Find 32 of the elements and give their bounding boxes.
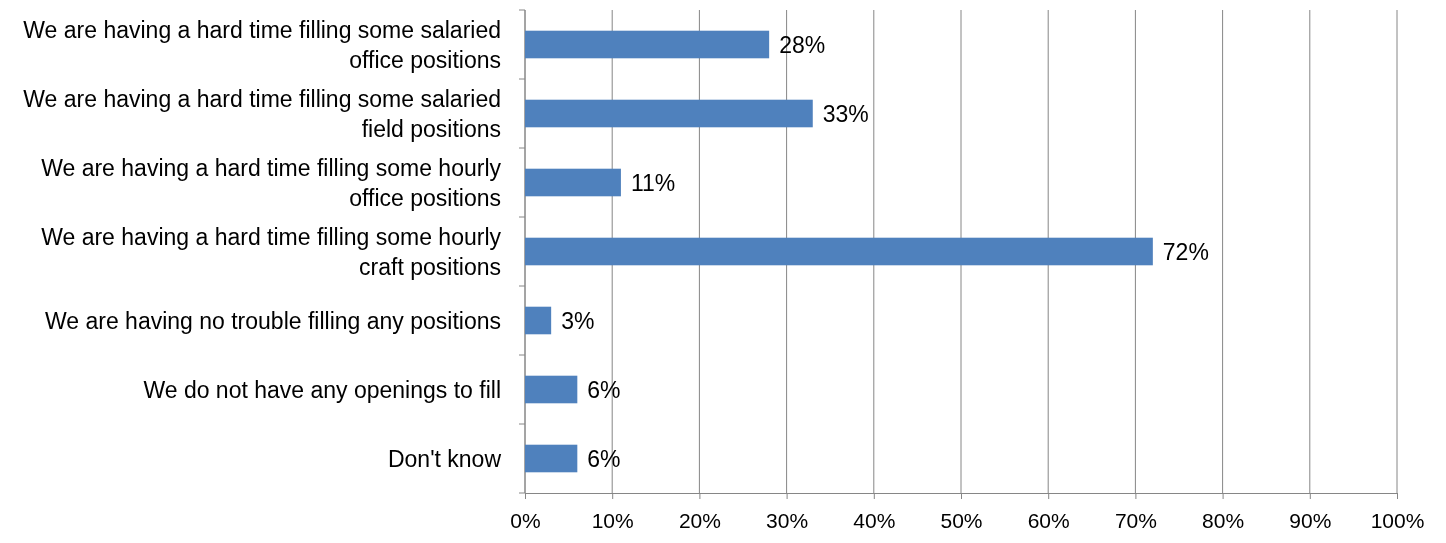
- x-tick-label: 80%: [1202, 508, 1245, 532]
- x-tick-label: 90%: [1289, 508, 1332, 532]
- y-tick-label: We are having a hard time filling some salaried office positions: [23, 16, 501, 73]
- bar: [525, 237, 1153, 266]
- data-label: 33%: [822, 100, 869, 127]
- bar: [525, 30, 770, 59]
- data-label: 72%: [1162, 238, 1209, 265]
- x-tick-label: 100%: [1370, 508, 1425, 532]
- y-tick-label: We are having a hard time filling some salaried field positions: [23, 85, 501, 142]
- data-label: 28%: [779, 31, 826, 58]
- x-tick-label: 10%: [591, 508, 634, 532]
- x-tick-label: 30%: [766, 508, 809, 532]
- bar: [525, 306, 552, 335]
- bar: [525, 375, 578, 404]
- y-tick-label: We are having no trouble filling any positions: [44, 307, 501, 334]
- y-tick-label: We do not have any openings to fill: [143, 376, 501, 403]
- bar: [525, 168, 621, 197]
- y-tick-label: We are having a hard time filling some hourly office positions: [41, 154, 502, 211]
- x-tick-label: 70%: [1114, 508, 1157, 532]
- bar: [525, 99, 813, 128]
- data-label: 3%: [561, 307, 595, 334]
- y-tick-label: Don't know: [387, 445, 502, 472]
- x-tick-label: 40%: [853, 508, 896, 532]
- data-label: 6%: [587, 376, 621, 403]
- bar: [525, 444, 578, 473]
- x-tick-label: 50%: [940, 508, 983, 532]
- data-label: 11%: [630, 169, 676, 196]
- data-label: 6%: [587, 445, 621, 472]
- x-tick-label: 20%: [678, 508, 721, 532]
- y-tick-label: We are having a hard time filling some hourly craft positions: [41, 223, 502, 280]
- x-tick-label: 60%: [1027, 508, 1070, 532]
- x-tick-label: 0%: [510, 508, 541, 532]
